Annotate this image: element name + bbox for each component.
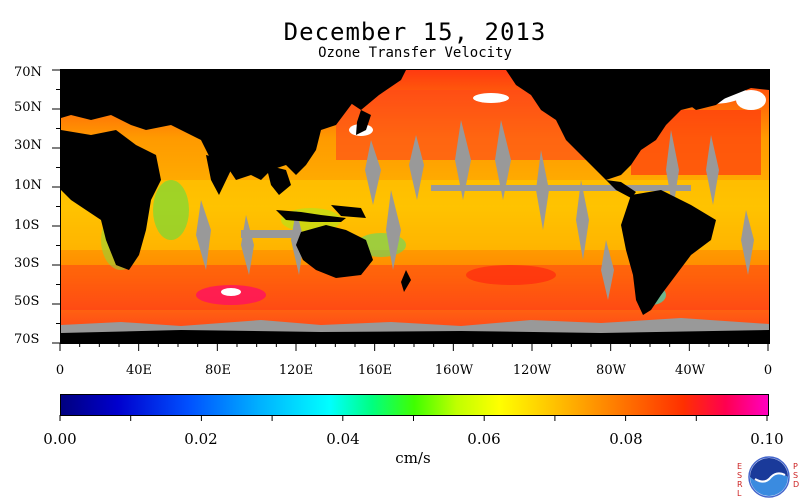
lon-label: 120E bbox=[278, 363, 314, 378]
lon-label: 80E bbox=[204, 363, 232, 378]
lat-label: 10S bbox=[14, 218, 40, 233]
lat-label: 50N bbox=[14, 100, 42, 115]
land-masses bbox=[61, 70, 769, 343]
south-america bbox=[621, 190, 716, 315]
lon-label: 120W bbox=[512, 363, 552, 378]
colorbar-tick-label: 0.00 bbox=[43, 430, 77, 448]
colorbar-tick-label: 0.06 bbox=[467, 430, 501, 448]
lon-label: 160W bbox=[434, 363, 474, 378]
greenland bbox=[661, 70, 741, 110]
logo-letter: D bbox=[793, 480, 800, 489]
psd-letters: P S D bbox=[793, 462, 800, 489]
noaa-logo bbox=[748, 456, 790, 498]
low-velocity-patch bbox=[153, 180, 189, 240]
indonesia bbox=[276, 210, 346, 222]
kamchatka bbox=[341, 70, 406, 110]
lon-label: 80W bbox=[596, 363, 626, 378]
lat-label: 50S bbox=[14, 294, 40, 309]
india bbox=[206, 155, 231, 195]
lat-label: 10N bbox=[14, 178, 42, 193]
africa bbox=[61, 130, 161, 270]
world-map bbox=[61, 70, 769, 343]
lon-label: 0 bbox=[763, 363, 773, 378]
colorbar-tick-label: 0.02 bbox=[184, 430, 218, 448]
map-plot-area bbox=[60, 69, 770, 344]
map-subtitle: Ozone Transfer Velocity bbox=[318, 45, 512, 61]
australia bbox=[296, 225, 373, 278]
colorbar-tick-label: 0.08 bbox=[609, 430, 643, 448]
south-pacific-red-patch bbox=[466, 265, 556, 285]
antarctica bbox=[61, 330, 769, 343]
new-zealand bbox=[401, 270, 411, 292]
lat-label: 70S bbox=[14, 332, 40, 347]
british-isles bbox=[61, 85, 73, 102]
logo-letter: R bbox=[737, 480, 743, 489]
new-guinea bbox=[331, 205, 366, 218]
eurasia bbox=[61, 70, 361, 180]
logo-letter: S bbox=[793, 471, 799, 480]
lon-label: 40W bbox=[675, 363, 705, 378]
central-america bbox=[606, 180, 636, 198]
colorbar-units: cm/s bbox=[395, 449, 431, 467]
logo-letter: P bbox=[793, 462, 798, 471]
indochina bbox=[266, 165, 291, 195]
colorbar-tick-label: 0.10 bbox=[750, 430, 784, 448]
logo-letter: E bbox=[737, 462, 743, 471]
colorbar bbox=[60, 394, 769, 416]
japan bbox=[356, 110, 371, 135]
lon-label: 0 bbox=[55, 363, 65, 378]
map-title: December 15, 2013 bbox=[283, 18, 547, 46]
esrl-letters: E S R L bbox=[737, 462, 745, 498]
lat-label: 30N bbox=[14, 138, 42, 153]
logo-letter: S bbox=[737, 471, 743, 480]
lat-label: 70N bbox=[14, 65, 42, 80]
colorbar-tick-label: 0.04 bbox=[326, 430, 360, 448]
lon-label: 40E bbox=[125, 363, 153, 378]
lat-label: 30S bbox=[14, 256, 40, 271]
logo-letter: L bbox=[737, 489, 742, 498]
lon-label: 160E bbox=[357, 363, 393, 378]
